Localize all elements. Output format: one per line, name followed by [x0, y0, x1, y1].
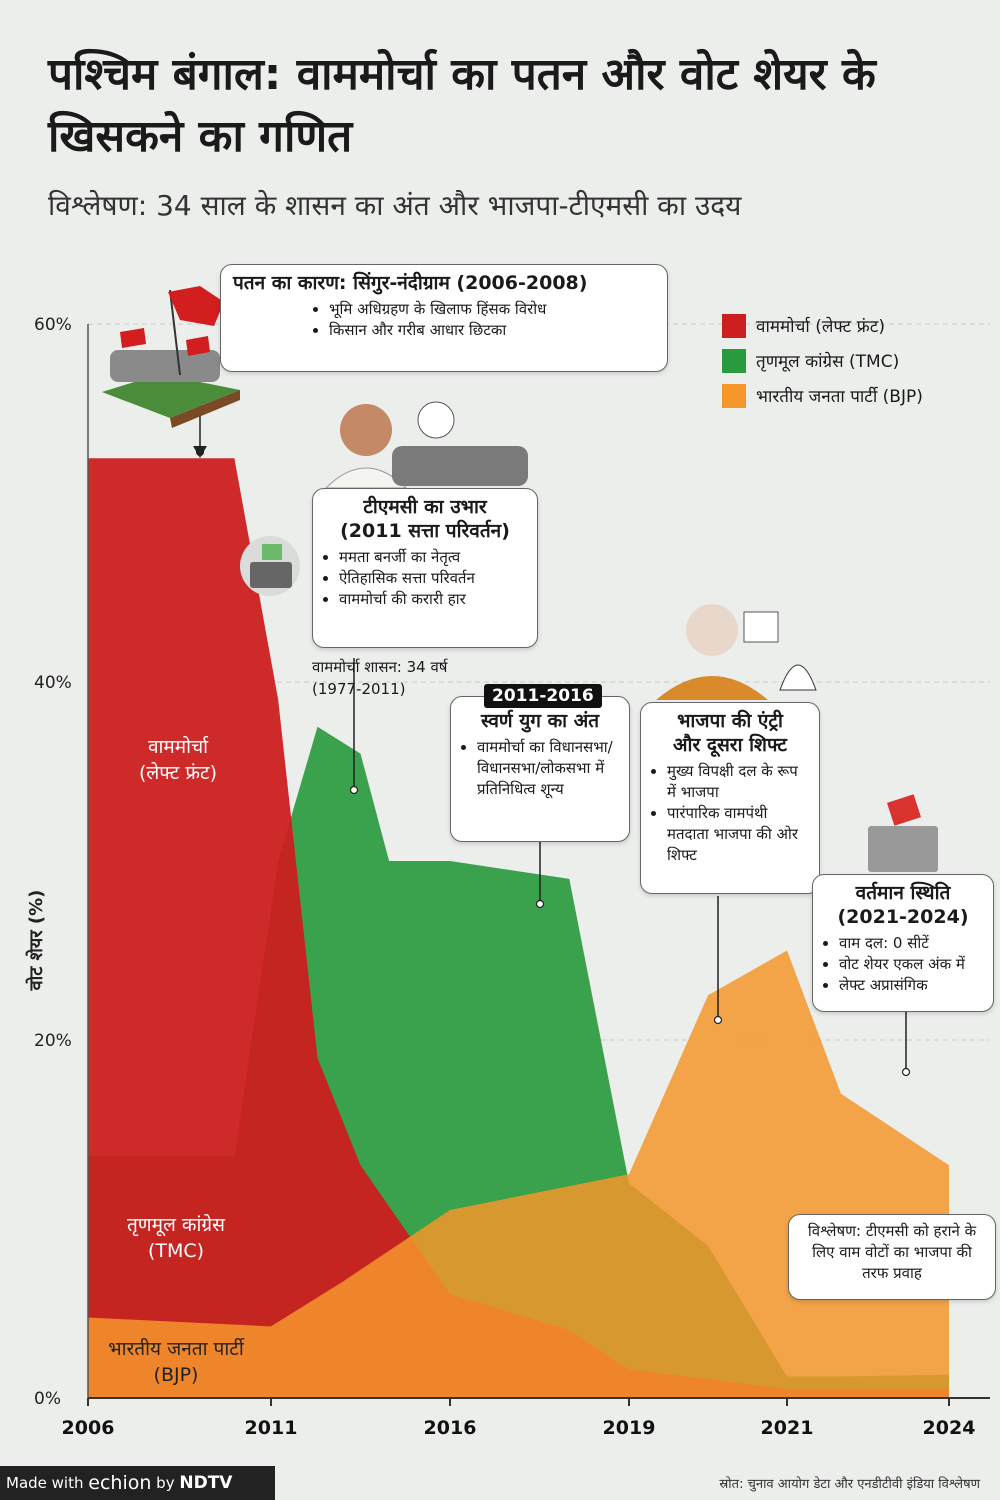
ballot-paper-icon	[886, 794, 922, 826]
callout-title: पतन का कारण: सिंगुर-नंदीग्राम (2006-2008…	[233, 272, 588, 294]
soil-icon	[170, 390, 240, 428]
callout-fall-reason: पतन का कारण: सिंगुर-नंदीग्राम (2006-2008…	[220, 264, 668, 372]
callout-bjp-entry: भाजपा की एंट्री और दूसरा शिफ्ट मुख्य विप…	[640, 702, 820, 894]
callout-title: स्वर्ण युग का अंत	[480, 710, 600, 732]
flag-pole-icon	[169, 289, 181, 376]
callout-bullet: ऐतिहासिक सत्ता परिवर्तन	[339, 568, 527, 589]
x-tick-label: 2016	[424, 1417, 477, 1439]
x-tick-label: 2011	[245, 1417, 298, 1439]
callout-text: विश्लेषण: टीएमसी को हराने के लिए वाम वोट…	[807, 1222, 977, 1282]
portrait-icon	[340, 404, 392, 456]
field-icon	[102, 374, 240, 418]
callout-title: टीएमसी का उभार (2011 सत्ता परिवर्तन)	[340, 496, 510, 542]
callout-bullet: लेफ्ट अप्रासंगिक	[839, 975, 983, 996]
tmc-logo-icon	[417, 401, 455, 439]
callout-current-status: वर्तमान स्थिति (2021-2024) वाम दल: 0 सीट…	[812, 874, 994, 1012]
leader-dot	[901, 1067, 911, 1077]
legend-swatch-left	[722, 313, 746, 338]
callout-bullet: वोट शेयर एकल अंक में	[839, 954, 983, 975]
callout-bullet: वाममोर्चा का विधानसभा/ विधानसभा/लोकसभा म…	[477, 737, 619, 800]
small-flag-icon	[120, 328, 146, 348]
callout-title: भाजपा की एंट्री और दूसरा शिफ्ट	[673, 710, 787, 756]
footer: Made with echion by NDTV स्रोत: चुनाव आय…	[0, 1466, 1000, 1500]
y-tick-label: 0%	[34, 1389, 61, 1409]
by-text: by	[156, 1474, 175, 1492]
x-tick-label: 2024	[923, 1417, 976, 1439]
callout-bullet: मुख्य विपक्षी दल के रूप में भाजपा	[667, 761, 809, 803]
brand-name: echion	[88, 1472, 152, 1494]
callout-bullet: वाम दल: 0 सीटें	[839, 933, 983, 954]
area-label-left: वाममोर्चा (लेफ्ट फ्रंट)	[139, 736, 217, 784]
callout-bullet: वाममोर्चा की करारी हार	[339, 589, 527, 610]
evm-icon	[743, 611, 779, 643]
legend-label: वाममोर्चा (लेफ्ट फ्रंट)	[756, 317, 885, 337]
callout-title: वर्तमान स्थिति (2021-2024)	[837, 882, 969, 928]
rule-note: वाममोर्चा शासन: 34 वर्ष (1977-2011)	[312, 658, 448, 698]
legend-label: भारतीय जनता पार्टी (BJP)	[756, 387, 923, 407]
ballot-box-icon	[250, 562, 292, 588]
x-tick-label: 2006	[62, 1417, 115, 1439]
made-with-badge: Made with echion by NDTV	[0, 1466, 275, 1500]
legend-item-left: वाममोर्चा (लेफ्ट फ्रंट)	[722, 308, 923, 343]
area-label-tmc: तृणमूल कांग्रेस (TMC)	[127, 1214, 225, 1262]
ballot-box-icon	[868, 826, 938, 872]
legend-swatch-bjp	[722, 383, 746, 408]
callout-bullet: किसान और गरीब आधार छिटका	[329, 320, 657, 341]
x-tick-label: 2021	[761, 1417, 814, 1439]
crowd-icon	[392, 446, 528, 486]
ballot-paper-icon	[262, 544, 282, 560]
y-tick-label: 60%	[34, 315, 72, 335]
legend-item-bjp: भारतीय जनता पार्टी (BJP)	[722, 378, 923, 413]
page-subtitle: विश्लेषण: 34 साल के शासन का अंत और भाजपा…	[48, 189, 742, 222]
portrait-icon	[686, 604, 738, 656]
legend: वाममोर्चा (लेफ्ट फ्रंट) तृणमूल कांग्रेस …	[722, 308, 923, 413]
leader-dot	[349, 785, 359, 795]
legend-label: तृणमूल कांग्रेस (TMC)	[756, 352, 900, 372]
callout-bullet: पारंपारिक वामपंथी मतदाता भाजपा की ओर शिफ…	[667, 803, 809, 866]
legend-item-tmc: तृणमूल कांग्रेस (TMC)	[722, 343, 923, 378]
portrait-body-icon	[656, 676, 768, 700]
made-with-text: Made with	[6, 1474, 84, 1492]
area-label-bjp: भारतीय जनता पार्टी (BJP)	[108, 1338, 244, 1386]
small-flag-icon	[186, 336, 210, 356]
area-series-0	[88, 458, 949, 1398]
leader-dot	[713, 1015, 723, 1025]
arrow-head	[193, 446, 207, 458]
publisher-logo: NDTV	[179, 1473, 233, 1493]
callout-tmc-rise: टीएमसी का उभार (2011 सत्ता परिवर्तन) ममत…	[312, 488, 538, 648]
page-title: पश्चिम बंगाल: वाममोर्चा का पतन और वोट शे…	[48, 49, 876, 162]
callout-bullet: भूमि अधिग्रहण के खिलाफ हिंसक विरोध	[329, 299, 657, 320]
lotus-icon	[779, 664, 817, 691]
source-note: स्रोत: चुनाव आयोग डेटा और एनडीटीवी इंडिय…	[719, 1477, 980, 1492]
y-tick-label: 40%	[34, 673, 72, 693]
legend-swatch-tmc	[722, 348, 746, 373]
callout-analysis: विश्लेषण: टीएमसी को हराने के लिए वाम वोट…	[788, 1214, 996, 1300]
leader-dot	[535, 899, 545, 909]
area-series-2	[88, 950, 949, 1398]
callout-bullet: ममता बनर्जी का नेतृत्व	[339, 547, 527, 568]
y-tick-label: 20%	[34, 1031, 72, 1051]
golden-age-badge: 2011-2016	[484, 684, 602, 708]
callout-golden-age: स्वर्ण युग का अंत वाममोर्चा का विधानसभा/…	[450, 696, 630, 842]
x-tick-label: 2019	[603, 1417, 656, 1439]
red-flag-icon	[168, 286, 224, 326]
crowd-icon	[110, 350, 220, 382]
y-axis-label: वोट शेयर (%)	[25, 890, 47, 992]
